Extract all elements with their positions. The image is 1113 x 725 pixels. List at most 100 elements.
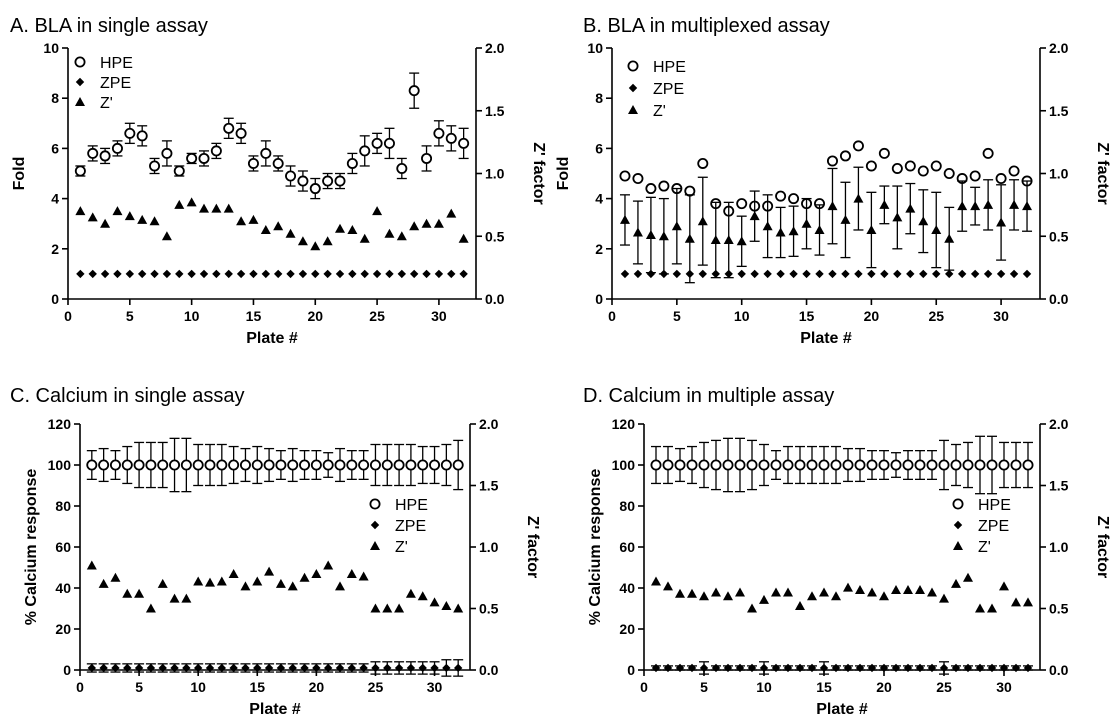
data-point (418, 663, 427, 673)
data-point (248, 214, 259, 224)
data-point (975, 603, 985, 613)
data-point (697, 157, 709, 169)
data-point (348, 269, 357, 279)
data-point (930, 160, 942, 172)
data-point (346, 569, 357, 579)
data-point (157, 459, 169, 471)
data-point (228, 459, 240, 471)
y2-tick-label: 0.0 (485, 291, 505, 307)
data-point (819, 663, 829, 673)
y-axis-label: Fold (11, 157, 28, 191)
y-axis-label: Fold (555, 157, 572, 191)
legend: HPE ZPE Z' (952, 497, 1011, 556)
legend: HPE ZPE Z' (627, 59, 686, 120)
data-point (146, 663, 156, 673)
data-point (322, 175, 334, 187)
data-point (646, 269, 656, 279)
data-point (111, 142, 123, 154)
data-point (674, 459, 686, 471)
chart-title: D. Calcium in multiple assay (583, 385, 834, 407)
data-point (951, 578, 961, 588)
data-point (735, 587, 745, 597)
data-point (385, 269, 394, 279)
data-point (287, 581, 298, 591)
data-point (749, 211, 760, 221)
y-tick-label: 4 (595, 191, 603, 207)
data-point (417, 591, 428, 601)
data-point (88, 269, 97, 279)
data-point (782, 459, 794, 471)
series-Z (75, 197, 469, 251)
data-point (372, 269, 382, 279)
data-point (149, 160, 161, 172)
data-point (814, 224, 825, 234)
data-point (831, 591, 841, 601)
data-point (263, 459, 275, 471)
data-point (182, 663, 191, 673)
data-point (865, 160, 877, 172)
y2-axis-label: Z' factor (524, 516, 541, 578)
data-point (880, 269, 889, 279)
data-point (951, 663, 961, 673)
data-point (384, 228, 395, 238)
data-point (915, 663, 925, 673)
data-point (157, 578, 168, 588)
data-point (429, 597, 440, 607)
data-point (723, 591, 733, 601)
data-point (957, 269, 967, 279)
data-point (919, 269, 928, 279)
data-point (975, 663, 985, 673)
data-point (229, 663, 238, 673)
data-point (334, 459, 346, 471)
x-tick-label: 30 (996, 679, 1012, 695)
x-tick-label: 20 (876, 679, 892, 695)
data-point (794, 459, 806, 471)
x-tick-label: 5 (673, 308, 681, 324)
data-point (841, 269, 850, 279)
data-point (453, 603, 464, 613)
data-point (675, 663, 685, 673)
data-point (663, 581, 673, 591)
data-point (879, 591, 889, 601)
legend-marker (75, 97, 85, 106)
data-point (239, 459, 251, 471)
data-point (747, 603, 757, 613)
data-point (950, 459, 962, 471)
data-point (121, 459, 133, 471)
data-point (999, 581, 1009, 591)
data-point (247, 157, 259, 169)
y2-tick-label: 1.0 (1049, 539, 1069, 555)
legend-label: ZPE (100, 75, 131, 92)
y-tick-label: 10 (587, 40, 603, 56)
data-point (204, 459, 216, 471)
data-point (915, 585, 925, 595)
data-point (181, 593, 192, 603)
data-point (136, 130, 148, 142)
data-point (149, 216, 160, 226)
data-point (100, 269, 110, 279)
data-point (137, 214, 148, 224)
data-point (371, 137, 383, 149)
data-point (651, 663, 661, 673)
data-point (843, 663, 853, 673)
x-axis-label: Plate # (246, 330, 298, 347)
data-point (1022, 459, 1034, 471)
data-point (124, 211, 135, 221)
data-point (675, 588, 685, 598)
data-point (323, 560, 334, 570)
data-point (645, 183, 657, 195)
y2-tick-label: 0.5 (1049, 228, 1069, 244)
data-point (789, 269, 798, 279)
data-point (174, 199, 185, 209)
legend: HPE ZPE Z' (369, 497, 428, 556)
data-point (252, 576, 263, 586)
y-axis-label: % Calcium response (23, 469, 40, 626)
data-point (145, 459, 157, 471)
data-point (1009, 269, 1019, 279)
data-point (112, 206, 123, 216)
data-point (878, 147, 890, 159)
data-point (747, 663, 757, 673)
data-point (408, 85, 420, 97)
y2-tick-label: 2.0 (1049, 40, 1069, 56)
